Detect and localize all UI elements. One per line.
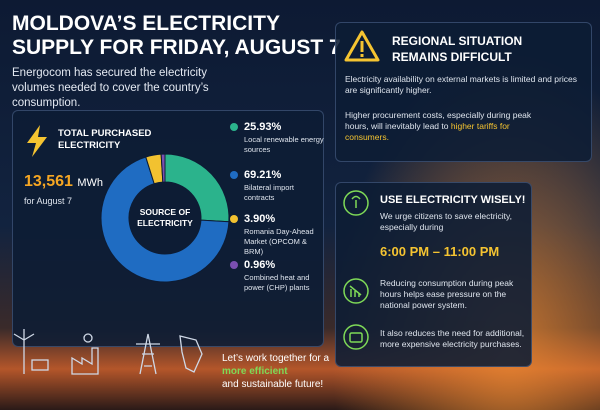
warning-icon — [344, 30, 380, 62]
title-line: SUPPLY FOR FRIDAY, AUGUST 7 — [12, 36, 341, 60]
footer-highlight: more efficient — [222, 366, 288, 377]
total-date: for August 7 — [24, 196, 73, 206]
legend-swatch — [230, 215, 238, 223]
total-amount: 13,561 MWh — [24, 172, 103, 193]
legend-value: 69.21% — [244, 169, 282, 181]
advice-title: USE ELECTRICITY WISELY! — [380, 194, 526, 206]
tip: It also reduces the need for additional,… — [380, 328, 525, 350]
footer-line: Let’s work together for a — [222, 353, 330, 364]
legend-swatch — [230, 123, 238, 131]
chart-icon — [343, 278, 369, 304]
legend-label: Combined heat and power (CHP) plants — [244, 273, 310, 292]
text: Higher procurement costs, especially dur… — [345, 110, 532, 132]
regional-paragraph: Higher procurement costs, especially dur… — [345, 110, 545, 143]
donut-chart — [100, 153, 230, 283]
total-label: TOTAL PURCHASED ELECTRICITY — [58, 128, 152, 152]
legend-value: 0.96% — [244, 259, 276, 271]
bulb-icon — [343, 190, 369, 216]
tip: Reducing consumption during peak hours h… — [380, 278, 514, 311]
advice-intro: We urge citizens to save electricity, es… — [380, 211, 512, 233]
bolt-icon — [27, 125, 47, 157]
footer-line: and sustainable future! — [222, 379, 324, 390]
legend-swatch — [230, 261, 238, 269]
legend-label: Bilateral import contracts — [244, 183, 295, 202]
amount: 13,561 — [24, 173, 73, 190]
highlight: higher tariffs for consumers. — [345, 121, 510, 143]
regional-card — [335, 22, 592, 162]
peak-hours: 6:00 PM – 11:00 PM — [380, 244, 500, 259]
legend-swatch — [230, 171, 238, 179]
donut-center-label: SOURCE OF ELECTRICITY — [137, 207, 193, 229]
legend-value: 25.93% — [244, 121, 282, 133]
regional-paragraph: Electricity availability on external mar… — [345, 74, 577, 96]
title-line: MOLDOVA’S ELECTRICITY — [12, 12, 280, 35]
legend-label: Local renewable energy sources — [244, 135, 324, 154]
footer-message: Let’s work together for a more efficient… — [222, 352, 329, 391]
wallet-icon — [343, 324, 369, 350]
regional-title: REGIONAL SITUATION REMAINS DIFFICULT — [392, 34, 523, 64]
unit: MWh — [77, 177, 104, 189]
subtitle: Energocom has secured the electricity vo… — [12, 67, 209, 109]
donut-hole — [129, 182, 201, 254]
legend-value: 3.90% — [244, 213, 276, 225]
legend-label: Romania Day-Ahead Market (OPCOM & BRM) — [244, 227, 314, 256]
energy-icons — [13, 329, 203, 375]
title: MOLDOVA’S ELECTRICITY SUPPLY FOR FRIDAY,… — [12, 12, 341, 60]
